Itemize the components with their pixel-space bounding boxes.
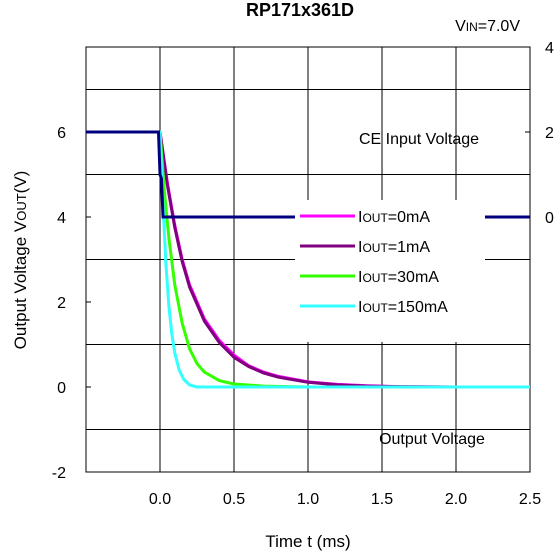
x-tick-label: 2.0: [445, 491, 467, 508]
x-axis-ticks: 0.0 0.5 1.0 1.5 2.0 2.5: [149, 467, 541, 508]
legend: IOUT=0mA IOUT=1mA IOUT=30mA IOUT=150mA: [295, 200, 485, 342]
legend-label: IOUT=150mA: [358, 299, 448, 316]
right-tick-label: 0: [545, 210, 554, 227]
x-tick-label: 0.5: [223, 491, 245, 508]
right-tick-label: 4: [545, 40, 554, 57]
y-tick-label: 0: [57, 380, 66, 397]
chart-title: RP171x361D: [246, 0, 354, 20]
x-axis-label: Time t (ms): [265, 532, 350, 551]
output-voltage-annotation: Output Voltage: [379, 431, 485, 448]
legend-label: IOUT=1mA: [358, 239, 430, 256]
y-tick-label: 6: [57, 125, 66, 142]
y-axis-label: Output Voltage VOUT(V): [11, 171, 30, 350]
legend-box: [295, 200, 485, 342]
left-axis-ticks: -2 0 2 4 6: [52, 125, 91, 482]
ce-input-line: [86, 130, 530, 219]
right-axis-ticks: 0 2 4: [525, 40, 554, 227]
x-tick-label: 1.0: [297, 491, 319, 508]
ce-input-annotation: CE Input Voltage: [359, 131, 479, 148]
x-tick-label: 0.0: [149, 491, 171, 508]
legend-label: IOUT=0mA: [358, 209, 430, 226]
y-tick-label: 4: [57, 210, 66, 227]
x-tick-label: 2.5: [519, 491, 541, 508]
y-tick-label: 2: [57, 295, 66, 312]
x-tick-label: 1.5: [371, 491, 393, 508]
right-tick-label: 2: [545, 125, 554, 142]
legend-label: IOUT=30mA: [358, 269, 439, 286]
y-tick-label: -2: [52, 465, 66, 482]
condition-label: VIN=7.0V: [455, 18, 520, 35]
